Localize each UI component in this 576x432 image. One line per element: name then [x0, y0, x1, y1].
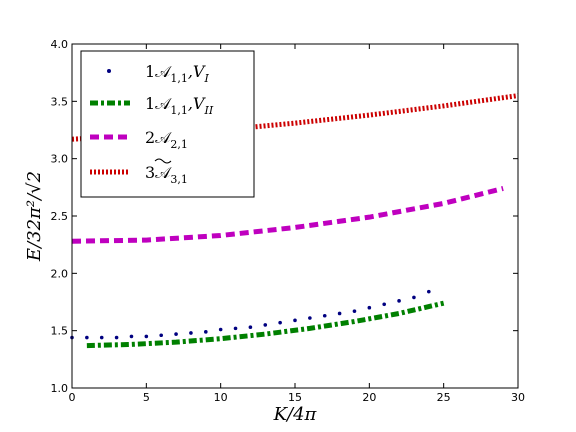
data-point-1A11-VI — [382, 302, 387, 307]
data-point-1A11-VI — [85, 335, 89, 340]
y-axis-label: E/32π²/√2 — [24, 171, 45, 262]
series-layer — [70, 93, 519, 349]
y-tick-label: 3.0 — [51, 153, 69, 166]
data-point-1A11-VI — [218, 327, 223, 332]
y-tick-label: 4.0 — [51, 38, 69, 51]
data-point-1A11-VI — [248, 325, 253, 330]
data-point-1A11-VI — [189, 331, 193, 335]
series-line — [71, 93, 519, 142]
data-point-1A11-VI — [293, 318, 297, 323]
x-tick-label: 10 — [214, 391, 228, 404]
x-tick-label: 0 — [69, 391, 76, 404]
legend-label: 2𝒜2,1 — [145, 128, 188, 151]
data-point-1A11-VI — [278, 320, 282, 325]
data-point-1A11-VI — [129, 334, 134, 339]
y-tick-label: 2.0 — [51, 267, 69, 280]
data-point-1A11-VI — [233, 326, 238, 331]
data-point-1A11-VI — [204, 330, 208, 334]
data-point-1A11-VI — [308, 316, 312, 320]
legend-label: 1𝒜1,1,VII — [145, 94, 214, 117]
legend-marker-dot — [107, 69, 111, 73]
y-tick-label: 1.5 — [51, 325, 69, 338]
data-point-1A11-VI — [174, 332, 178, 336]
y-tick-label: 3.5 — [51, 95, 69, 108]
data-point-1A11-VI — [114, 335, 119, 340]
x-axis-label: K/4π — [273, 404, 318, 425]
data-point-1A11-VI — [367, 305, 372, 310]
x-tick-label: 15 — [288, 391, 302, 404]
series-line — [71, 186, 504, 244]
data-point-1A11-VI — [397, 299, 401, 303]
data-point-1A11-VI — [322, 313, 327, 318]
legend-label: 1𝒜1,1,VI — [145, 62, 209, 85]
data-point-1A11-VI — [352, 309, 357, 313]
legend-box — [80, 50, 255, 198]
x-tick-label: 20 — [362, 391, 376, 404]
legend-label: 3𝒜3,1 — [145, 163, 188, 186]
x-tick-label: 25 — [437, 391, 451, 404]
data-point-1A11-VI — [427, 289, 431, 294]
data-point-1A11-VI — [412, 295, 416, 300]
x-tick-label: 5 — [143, 391, 150, 404]
data-point-1A11-VI — [159, 333, 163, 338]
data-point-1A11-VI — [263, 323, 268, 327]
data-point-1A11-VI — [337, 311, 342, 316]
y-tick-label: 1.0 — [51, 382, 69, 395]
legend-tilde — [154, 158, 172, 164]
y-tick-label: 2.5 — [51, 210, 69, 223]
legend: 1𝒜1,1,VI 1𝒜1,1,VII 2𝒜2,1 3𝒜3,1 — [80, 50, 255, 198]
ticks-layer: 0 5 10 15 20 25 30 1.0 1.5 2.0 2.5 3.0 3.5 4.0 — [51, 38, 526, 404]
data-point-1A11-VI — [144, 334, 149, 339]
x-tick-label: 30 — [511, 391, 525, 404]
data-point-1A11-VI — [99, 335, 104, 340]
